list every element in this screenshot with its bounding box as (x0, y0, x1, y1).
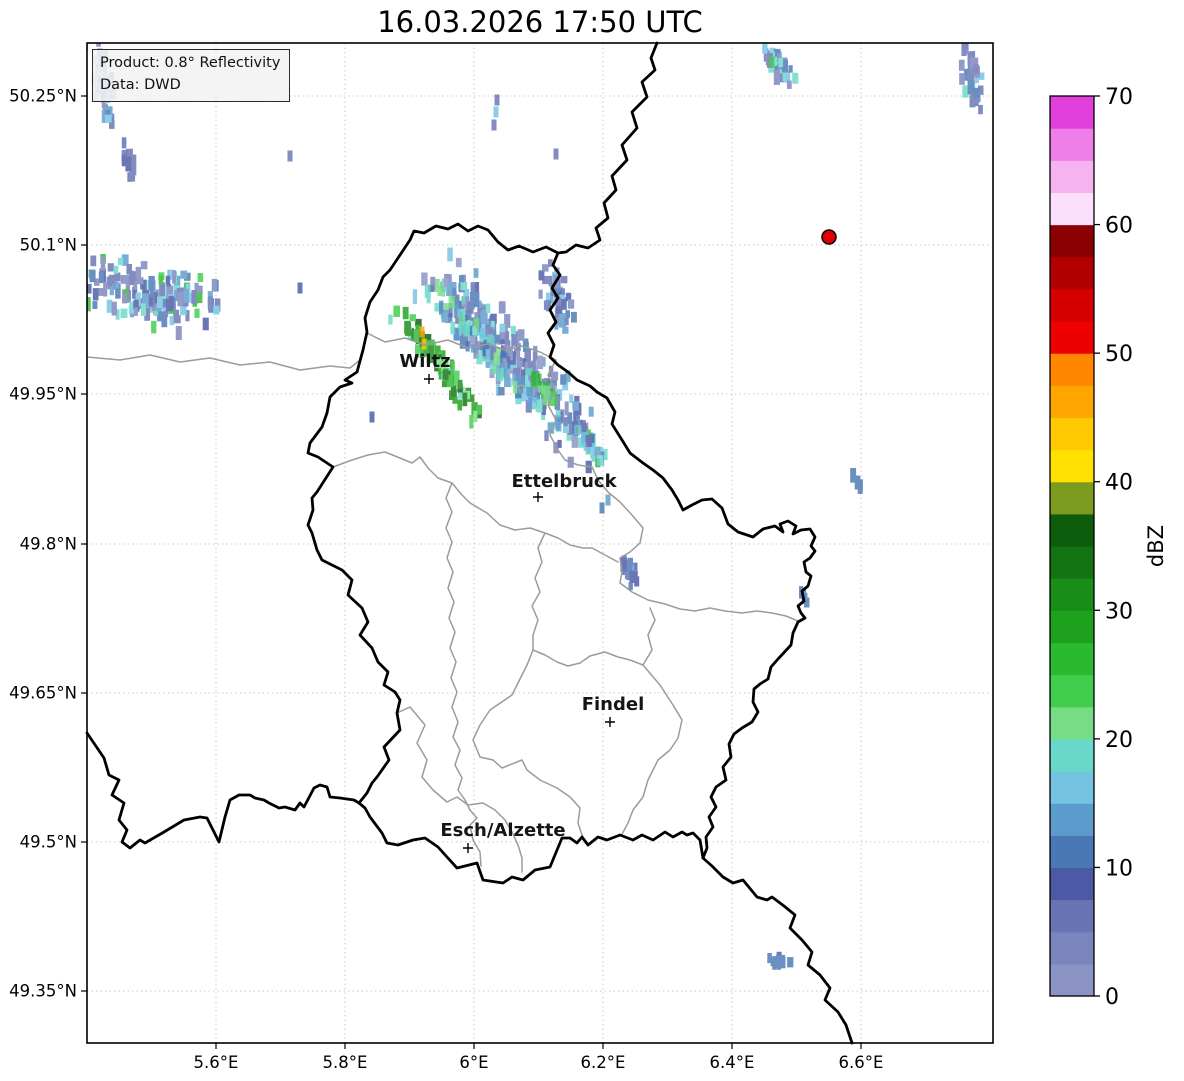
colorbar-tick-label: 60 (1105, 214, 1133, 239)
colorbar-tick-label: 0 (1105, 985, 1119, 1010)
axes: 5.6°E 5.8°E 6°E 6.2°E 6.4°E 6.6°E 50.25°N 50.1°… (9, 87, 883, 1073)
echo-cluster-se-patch (767, 951, 794, 970)
canton-border-line (86, 351, 364, 371)
canton-border-line (472, 649, 584, 839)
echo-cluster-storm-ne-lobe (538, 259, 577, 334)
colorbar-axis-label: dBZ (1144, 525, 1168, 567)
echo-cluster-nw-field (87, 254, 221, 340)
city-label: Ettelbruck (511, 471, 617, 492)
city-marker-cross (463, 843, 473, 853)
country-border-line (85, 731, 361, 850)
colorbar-tick-label: 10 (1105, 856, 1133, 881)
y-tick-label: 49.8°N (20, 535, 77, 554)
y-tick-label: 50.25°N (9, 87, 77, 106)
echo-speck (605, 494, 611, 506)
x-tick-label: 5.8°E (323, 1053, 368, 1072)
colorbar-tick-label: 40 (1105, 471, 1133, 496)
colorbar-tick-label: 50 (1105, 342, 1133, 367)
echo-speck (493, 106, 499, 118)
echo-cluster-ettelbruck-streak (573, 420, 605, 468)
country-border-line (556, 41, 659, 255)
echo-speck (553, 148, 559, 160)
echo-speck (297, 282, 303, 294)
country-border-line (546, 251, 817, 860)
product-legend-line2: Data: DWD (100, 77, 181, 94)
echo-cluster-storm-green-tail (530, 371, 558, 407)
echo-cluster-storm-green-core (388, 305, 483, 429)
plot-frame (86, 42, 994, 1044)
product-legend-box: Product: 0.8° Reflectivity Data: DWD (92, 49, 291, 102)
canton-border-line (366, 332, 557, 361)
colorbar-tick-label: 30 (1105, 599, 1133, 624)
echo-speck (419, 326, 425, 338)
canton-border-line (445, 482, 482, 867)
country-borders (85, 41, 854, 1045)
canton-border-line (532, 607, 656, 667)
echo-cluster-river-patch (620, 555, 640, 591)
y-tick-label: 49.5°N (20, 833, 77, 852)
echo-speck (769, 56, 775, 68)
echo-cluster-storm-cyan-band (412, 276, 562, 434)
echo-speck (599, 502, 605, 514)
echo-speck (494, 94, 500, 106)
echo-cluster-ne-patch (762, 43, 799, 89)
country-border-line (701, 856, 854, 1045)
radar-site-dot (821, 229, 837, 245)
echo-cluster-east-dash-upper (850, 468, 863, 494)
x-tick-label: 5.6°E (194, 1053, 239, 1072)
city-label: Esch/Alzette (440, 820, 565, 841)
echo-speck (369, 411, 375, 423)
y-tick-label: 50.1°N (20, 236, 77, 255)
y-tick-label: 49.65°N (9, 684, 77, 703)
y-tick-label: 49.95°N (9, 385, 77, 404)
canton-border-line (547, 359, 799, 622)
x-tick-label: 6°E (459, 1053, 488, 1072)
echo-speck (491, 119, 497, 131)
colorbar-tick-label: 20 (1105, 728, 1133, 753)
grid-lines (87, 43, 993, 1043)
colorbar-frame (1049, 95, 1095, 997)
colorbar: 0 10 20 30 40 50 60 70 dBZ (1049, 85, 1168, 1010)
x-tick-label: 6.6°E (839, 1053, 884, 1072)
city-marker-cross (424, 374, 434, 384)
canton-border-line (620, 664, 683, 837)
echo-speck (287, 150, 293, 162)
echo-cluster-ne-corner-patch (958, 43, 985, 115)
page-title: 16.03.2026 17:50 UTC (377, 5, 703, 39)
city-marker-cross (533, 492, 543, 502)
canton-border-line (531, 532, 546, 651)
echo-cluster-nw-corner-lower (121, 137, 137, 182)
x-tick-label: 6.2°E (581, 1053, 626, 1072)
y-tick-label: 49.35°N (9, 982, 77, 1001)
map-annotations: Wiltz Ettelbruck Findel Esch/Alzette (399, 229, 837, 853)
canton-border-line (396, 706, 523, 873)
colorbar-tick-label: 70 (1105, 85, 1133, 110)
product-legend-line1: Product: 0.8° Reflectivity (100, 55, 281, 71)
x-tick-label: 6.4°E (710, 1053, 755, 1072)
country-border-line (306, 222, 560, 805)
city-label: Wiltz (399, 351, 450, 372)
canton-borders (86, 332, 799, 873)
canton-border-line (332, 451, 619, 563)
city-marker-cross (605, 717, 615, 727)
country-border-line (357, 801, 705, 885)
city-label: Findel (582, 694, 645, 715)
